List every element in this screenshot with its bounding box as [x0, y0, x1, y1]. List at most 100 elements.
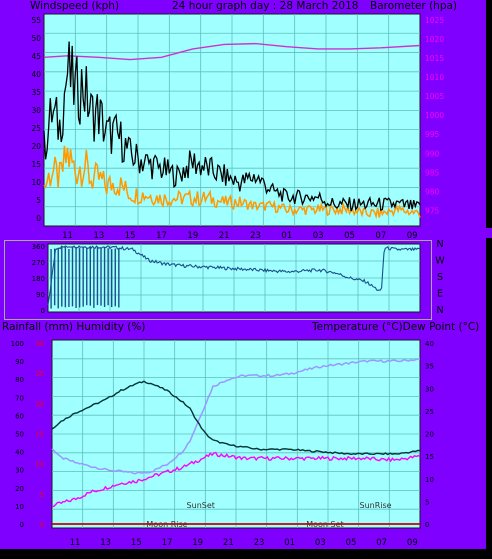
barometer-tick-label: 975 — [425, 206, 440, 215]
graph-title: 24 hour graph day : 28 March 2018 — [172, 0, 358, 12]
humidity-tick-label: 100 — [11, 340, 24, 348]
windspeed-tick-label: 40 — [31, 70, 41, 79]
rainfall-humidity-axis-title: Rainfall (mm) Humidity (%) — [2, 321, 145, 333]
temperature-time-label: 05 — [346, 538, 357, 548]
temperature-time-label: 03 — [315, 538, 326, 548]
barometer-axis-title: Barometer (hpa) — [370, 0, 457, 12]
windspeed-tick-label: 25 — [31, 124, 41, 133]
barometer-tick-labels: 975 980 985 990 995 1000 1005 1010 1015 1020 1025 — [425, 16, 444, 215]
temperature-tick-label: 10 — [425, 476, 434, 484]
sun-moon-label: SunSet — [187, 501, 215, 510]
wind-direction-series — [47, 245, 421, 309]
barometer-tick-label: 985 — [425, 168, 440, 177]
windspeed-tick-label: 15 — [31, 160, 41, 169]
temperature-time-label: 19 — [192, 538, 203, 548]
temperature-humidity-panel: 0 10 20 30 40 50 60 70 80 90 100 0 5 10 15 20 25 30 0 5 10… — [11, 339, 434, 529]
temperature-tick-label: 35 — [425, 363, 434, 371]
temperature-time-label: 17 — [162, 538, 173, 548]
humidity-tick-label: 10 — [15, 503, 24, 511]
barometer-tick-label: 1025 — [425, 16, 444, 25]
wind-time-label: 09 — [407, 231, 418, 241]
wind-time-label: 23 — [250, 231, 261, 241]
barometer-tick-label: 1010 — [425, 73, 444, 82]
compass-label: N — [436, 239, 443, 250]
humidity-tick-label: 90 — [15, 358, 24, 366]
barometer-tick-label: 1000 — [425, 111, 444, 120]
panel-gap-1 — [0, 228, 492, 238]
bottom-edge — [0, 549, 492, 555]
temperature-tick-label: 0 — [425, 521, 429, 529]
temperature-tick-label: 15 — [425, 453, 434, 461]
direction-tick-label: 360 — [32, 243, 45, 251]
dew-point-line — [51, 451, 421, 508]
windspeed-tick-label: 20 — [31, 142, 41, 151]
windspeed-tick-label: 10 — [31, 178, 41, 187]
rainfall-tick-label: 25 — [35, 370, 44, 378]
compass-label: S — [437, 272, 443, 283]
compass-label: W — [435, 256, 445, 267]
temperature-tick-label: 5 — [425, 498, 429, 506]
wind-time-label: 11 — [62, 231, 73, 241]
temperature-tick-label: 25 — [425, 408, 434, 416]
wind-direction-panel: 0 90 180 270 360 — [4, 240, 432, 320]
temperature-tick-label: 20 — [425, 431, 434, 439]
temperature-line — [51, 380, 421, 456]
rainfall-tick-labels: 0 5 10 15 20 25 30 — [35, 340, 44, 529]
barometer-line — [43, 42, 421, 61]
barometer-tick-label: 995 — [425, 130, 440, 139]
windspeed-tick-label: 0 — [36, 214, 41, 223]
temperature-time-label: 15 — [131, 538, 142, 548]
humidity-tick-label: 50 — [15, 431, 24, 439]
temperature-time-labels: 11 13 15 17 19 21 23 01 03 05 07 09 — [70, 538, 418, 548]
temperature-tick-label: 30 — [425, 385, 434, 393]
windspeed-tick-label: 45 — [31, 52, 41, 61]
humidity-line — [51, 358, 421, 475]
rainfall-tick-label: 10 — [35, 461, 44, 469]
direction-tick-label: 90 — [36, 291, 45, 299]
humidity-tick-label: 30 — [15, 467, 24, 475]
temperature-tick-label: 40 — [425, 340, 434, 348]
barometer-tick-label: 980 — [425, 187, 440, 196]
temperature-time-label: 01 — [284, 538, 295, 548]
temperature-time-label: 21 — [223, 538, 234, 548]
direction-tick-label: 270 — [32, 259, 45, 267]
wind-gust-line — [43, 41, 421, 212]
direction-tick-label: 0 — [41, 307, 45, 315]
windspeed-tick-labels: 0 5 10 15 20 25 30 35 40 45 50 55 — [31, 16, 41, 223]
humidity-tick-label: 40 — [15, 449, 24, 457]
temperature-time-label: 09 — [407, 538, 418, 548]
wind-time-label: 03 — [313, 231, 324, 241]
temperature-time-label: 11 — [70, 538, 81, 548]
sun-moon-label: SunRise — [359, 501, 391, 510]
rainfall-tick-label: 30 — [35, 340, 44, 348]
humidity-tick-label: 80 — [15, 376, 24, 384]
windspeed-tick-label: 35 — [31, 88, 41, 97]
windspeed-tick-label: 55 — [31, 16, 41, 25]
barometer-tick-label: 1005 — [425, 92, 444, 101]
wind-time-label: 17 — [156, 231, 167, 241]
humidity-tick-label: 0 — [20, 521, 24, 529]
humidity-tick-label: 60 — [15, 412, 24, 420]
windspeed-tick-label: 50 — [31, 34, 41, 43]
windspeed-tick-label: 30 — [31, 106, 41, 115]
barometer-tick-label: 1015 — [425, 54, 444, 63]
wind-time-label: 07 — [375, 231, 386, 241]
right-edge — [486, 0, 492, 555]
temperature-tick-labels: 0 5 10 15 20 25 30 35 40 — [425, 340, 434, 529]
direction-tick-label: 180 — [32, 275, 45, 283]
wind-time-label: 15 — [125, 231, 136, 241]
wind-direction-grid — [48, 244, 420, 312]
windspeed-tick-label: 5 — [36, 196, 41, 205]
compass-label: E — [437, 289, 443, 300]
rainfall-tick-label: 20 — [35, 400, 44, 408]
humidity-tick-label: 70 — [15, 394, 24, 402]
humidity-tick-label: 20 — [15, 485, 24, 493]
humidity-tick-labels: 0 10 20 30 40 50 60 70 80 90 100 — [11, 340, 24, 529]
temperature-time-label: 13 — [100, 538, 111, 548]
wind-direction-line — [47, 245, 421, 306]
barometer-tick-label: 990 — [425, 149, 440, 158]
